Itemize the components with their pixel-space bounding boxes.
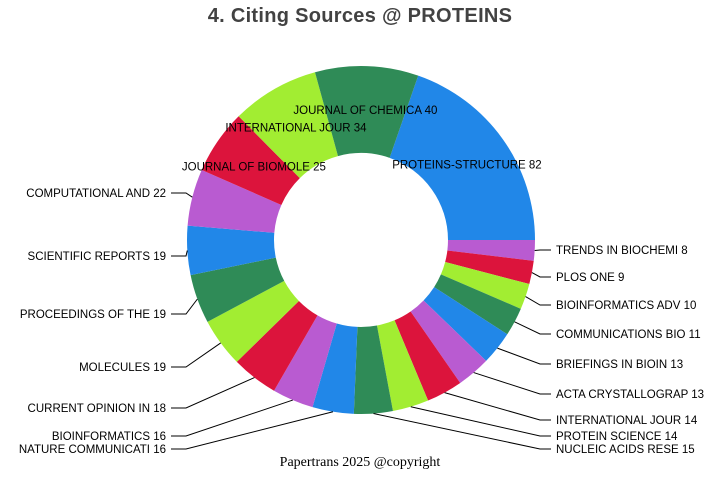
slice-label-acta-crystallograp: ACTA CRYSTALLOGRAP 13 [556, 389, 704, 401]
pie-slice-molecules [207, 280, 299, 362]
pie-slice-nature-communicati [312, 323, 358, 414]
slice-label-nucleic-acids-rese: NUCLEIC ACIDS RESE 15 [556, 444, 695, 456]
leader-line-computational-and [171, 192, 193, 198]
leader-line-scientific-reports [171, 250, 188, 257]
slice-label-scientific-reports: SCIENTIFIC REPORTS 19 [28, 251, 166, 263]
slice-label-bioinformatics-adv: BIOINFORMATICS ADV 10 [556, 300, 696, 312]
copyright-text: Papertrans 2025 @copyright [279, 455, 441, 470]
slice-label-molecules: MOLECULES 19 [79, 362, 166, 374]
pie-slice-journal-of-biomole [201, 116, 300, 205]
pie-slice-current-opinion-in [236, 300, 318, 391]
pie-slice-bioinformatics [274, 315, 337, 408]
leader-line-plos-one [531, 272, 551, 278]
slice-labels: PROTEINS-STRUCTURE 82 TRENDS IN BIOCHEMI … [19, 105, 704, 456]
slice-label-nature-communicati: NATURE COMMUNICATI 16 [19, 444, 166, 456]
leader-line-bioinformatics-adv [525, 296, 551, 306]
leader-line-nucleic-acids-rese [373, 413, 551, 450]
pie-slice-international-jour [238, 72, 338, 179]
leader-line-molecules [171, 342, 221, 368]
slice-label-communications-bio: COMMUNICATIONS BIO 11 [556, 329, 701, 341]
pie-slice-proceedings-of-the [190, 257, 285, 322]
pie-slice-briefings-in-bioin [423, 287, 508, 361]
pie-slice-acta-crystallograp [410, 300, 487, 383]
pie-slices [186, 65, 535, 414]
slice-label-journal-of-chemica: JOURNAL OF CHEMICA 40 [293, 105, 437, 117]
leader-lines [171, 192, 551, 450]
slice-label-current-opinion-in: CURRENT OPINION IN 18 [28, 403, 166, 415]
slice-label-proceedings-of-the: PROCEEDINGS OF THE 19 [20, 309, 166, 321]
leader-line-current-opinion-in [171, 377, 255, 409]
pie-slice-communications-bio [434, 274, 521, 335]
leader-line-acta-crystallograp [473, 372, 551, 395]
pie-slice-journal-of-chemica [314, 65, 419, 158]
pie-slice-trends-in-biochemi [447, 239, 535, 261]
leader-line-international-jour [444, 392, 551, 421]
slice-label-trends-in-biochemi: TRENDS IN BIOCHEMI 8 [556, 245, 688, 257]
slice-label-proteins-structure: PROTEINS-STRUCTURE 82 [392, 160, 542, 172]
pie-slice-protein-science [376, 320, 429, 412]
pie-slice-plos-one [445, 250, 534, 285]
pie-slice-scientific-reports [186, 225, 276, 276]
leader-line-communications-bio [514, 321, 551, 335]
slice-label-briefings-in-bioin: BRIEFINGS IN BIOIN 13 [556, 359, 683, 371]
leader-line-proceedings-of-the [171, 298, 198, 315]
slice-label-computational-and: COMPUTATIONAL AND 22 [26, 188, 166, 200]
pie-slice-nucleic-acids-rese [353, 325, 393, 414]
slice-label-international-jour: INTERNATIONAL JOUR 34 [225, 122, 367, 134]
slice-label-journal-of-biomole: JOURNAL OF BIOMOLE 25 [182, 161, 326, 173]
slice-label-bioinformatics: BIOINFORMATICS 16 [52, 431, 166, 443]
leader-line-nature-communicati [171, 411, 334, 450]
slice-label-plos-one: PLOS ONE 9 [556, 272, 624, 284]
pie-slice-computational-and [187, 169, 282, 233]
chart-title: 4. Citing Sources @ PROTEINS [207, 5, 513, 27]
leader-line-protein-science [410, 406, 551, 437]
pie-slice-bioinformatics-adv [440, 262, 530, 309]
slice-label-international-jour: INTERNATIONAL JOUR 14 [556, 415, 698, 427]
pie-slice-proteins-structure [389, 75, 535, 240]
leader-line-bioinformatics [171, 399, 293, 437]
leader-line-briefings-in-bioin [497, 347, 551, 365]
pie-slice-international-jour [394, 311, 461, 401]
slice-label-protein-science: PROTEIN SCIENCE 14 [556, 431, 678, 443]
